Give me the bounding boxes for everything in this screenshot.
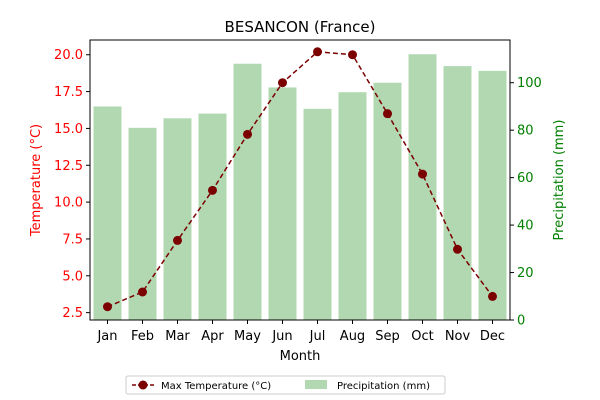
precipitation-bar <box>408 54 437 320</box>
precipitation-bar <box>443 66 472 321</box>
precipitation-bar <box>478 70 507 320</box>
right-tick-label: 20 <box>517 266 534 281</box>
temperature-point <box>488 291 497 301</box>
legend: Max Temperature (°C) Precipitation (mm) <box>125 375 446 395</box>
right-tick-label: 60 <box>517 171 534 186</box>
precipitation-bar <box>163 118 192 320</box>
left-axis-label: Temperature (°C) <box>29 124 44 237</box>
temperature-point <box>348 50 357 60</box>
temperature-point <box>243 129 252 139</box>
chart-title: BESANCON (France) <box>225 18 376 36</box>
precipitation-bar <box>338 92 367 320</box>
legend-label-temperature: Max Temperature (°C) <box>161 381 271 392</box>
temperature-line-path <box>107 51 494 308</box>
x-tick-label: Sep <box>375 329 400 344</box>
left-tick-label: 15.0 <box>54 122 83 137</box>
left-tick-label: 7.5 <box>62 232 83 247</box>
precipitation-bar <box>93 106 122 321</box>
plot-frame <box>89 39 511 321</box>
x-tick-label: Oct <box>411 329 433 344</box>
legend-dot-marker <box>138 380 148 390</box>
x-axis-label: Month <box>280 349 321 364</box>
left-tick-label: 20.0 <box>54 48 83 63</box>
temperature-line <box>103 47 497 312</box>
temperature-point <box>383 109 392 119</box>
x-tick-label: Apr <box>201 329 224 344</box>
x-tick-label: Feb <box>131 329 154 344</box>
right-tick-label: 80 <box>517 124 534 139</box>
right-tick-label: 40 <box>517 219 534 234</box>
right-axis: 0 20 40 60 80 100 <box>510 76 542 329</box>
left-axis: 2.5 5.0 7.5 10.0 12.5 15.0 17.5 20.0 <box>54 48 90 321</box>
temperature-point <box>278 78 287 88</box>
temperature-point <box>418 169 427 179</box>
precipitation-bar <box>373 82 402 321</box>
left-tick-label: 2.5 <box>62 306 83 321</box>
legend-label-precipitation: Precipitation (mm) <box>337 381 430 392</box>
right-axis-label: Precipitation (mm) <box>552 120 567 241</box>
temperature-point <box>138 287 147 297</box>
x-axis: Jan Feb Mar Apr May Jun Jul Aug Sep Oct Nov Dec <box>96 320 505 344</box>
temperature-point <box>313 47 322 57</box>
temperature-point <box>173 235 182 245</box>
x-tick-label: Dec <box>480 329 505 344</box>
left-tick-label: 12.5 <box>54 159 83 174</box>
x-tick-label: Jan <box>96 329 117 344</box>
precipitation-bar <box>198 113 227 320</box>
x-tick-label: Mar <box>165 329 190 344</box>
left-tick-label: 10.0 <box>54 196 83 211</box>
temperature-point <box>208 185 217 195</box>
x-tick-label: May <box>234 329 261 344</box>
legend-bar-marker <box>305 380 327 389</box>
temperature-point <box>103 302 112 312</box>
left-tick-label: 5.0 <box>62 269 83 284</box>
precipitation-bars <box>93 54 507 321</box>
x-tick-label: Jun <box>271 329 292 344</box>
precipitation-bar <box>233 63 262 320</box>
x-tick-label: Jul <box>309 329 326 344</box>
legend-box <box>125 375 446 395</box>
x-tick-label: Nov <box>445 329 471 344</box>
precipitation-bar <box>303 108 332 320</box>
precipitation-bar <box>268 87 297 320</box>
left-tick-label: 17.5 <box>54 85 83 100</box>
temperature-point <box>453 244 462 254</box>
right-tick-label: 100 <box>517 76 542 91</box>
x-tick-label: Aug <box>340 329 365 344</box>
right-tick-label: 0 <box>517 314 525 329</box>
